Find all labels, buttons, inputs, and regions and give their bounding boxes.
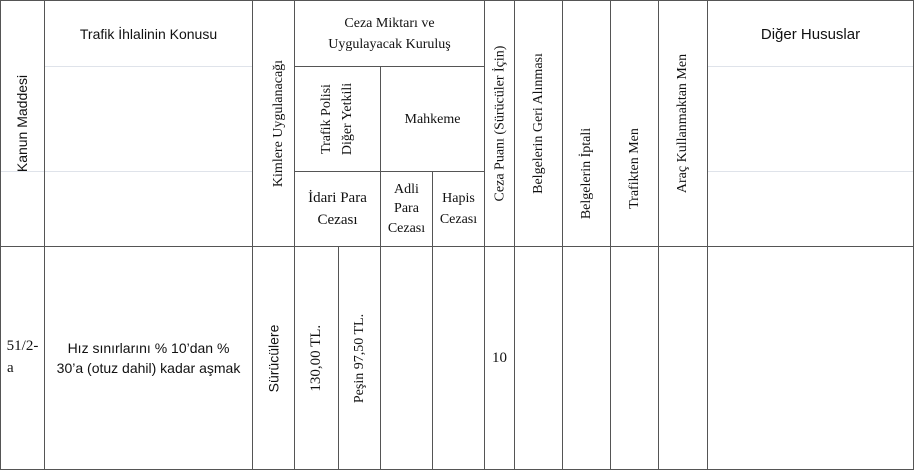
header-kanun-maddesi: Kanun Maddesi [14,74,31,173]
subheader-divider [294,171,484,172]
header-belge-iptal: Belgelerin İptali [579,127,595,220]
table-border-top [0,0,914,1]
row-idari-para: 130,00 TL. [308,324,325,392]
guide-line [44,66,252,67]
header-diger-hususlar: Diğer Hususlar [760,26,861,43]
header-arac-kullanma-men: Araç Kullanmaktan Men [675,53,691,194]
row-kanun-maddesi: 51/2- a [6,338,39,376]
header-belge-geri: Belgelerin Geri Alınması [531,53,546,194]
row-pesin: Peşin 97,50 TL. [352,313,368,403]
col-divider [610,0,611,470]
header-hapis: Hapis Cezası [439,191,478,227]
header-body-separator [0,246,914,247]
col-divider [252,0,253,470]
col-divider [380,66,381,470]
row-ceza-puani: 10 [492,349,507,366]
guide-line [0,171,252,172]
col-divider [484,0,485,470]
header-ceza-miktari: Ceza Miktarı ve Uygulayacak Kuruluş [328,16,451,52]
header-kimlere: Kimlere Uygulanacağı [271,59,286,188]
col-divider [707,0,708,470]
col-divider [514,0,515,470]
guide-line [707,171,914,172]
ceza-group-divider [294,66,484,67]
col-divider [294,0,295,470]
col-divider [562,0,563,470]
header-idari-para: İdari Para Cezası [308,189,367,229]
guide-line [707,66,914,67]
col-divider [44,0,45,470]
header-ceza-puani: Ceza Puanı (Sürücüler İçin) [492,45,508,202]
row-kimlere: Sürücülere [265,324,282,392]
col-divider [338,246,339,470]
header-mahkeme: Mahkeme [404,111,461,127]
header-trafikten-men: Trafikten Men [627,128,643,209]
col-divider [432,171,433,470]
table-border-left [0,0,1,470]
col-divider [658,0,659,470]
header-trafik-ihlali: Trafik İhlalinin Konusu [79,26,218,42]
header-adli-para: Adli Para Cezası [387,181,426,236]
row-trafik-ihlali: Hız sınırlarını % 10’dan % 30’a (otuz da… [56,339,241,376]
header-trafik-polisi: Trafik Polisi Diğer Yetkili [319,82,356,156]
